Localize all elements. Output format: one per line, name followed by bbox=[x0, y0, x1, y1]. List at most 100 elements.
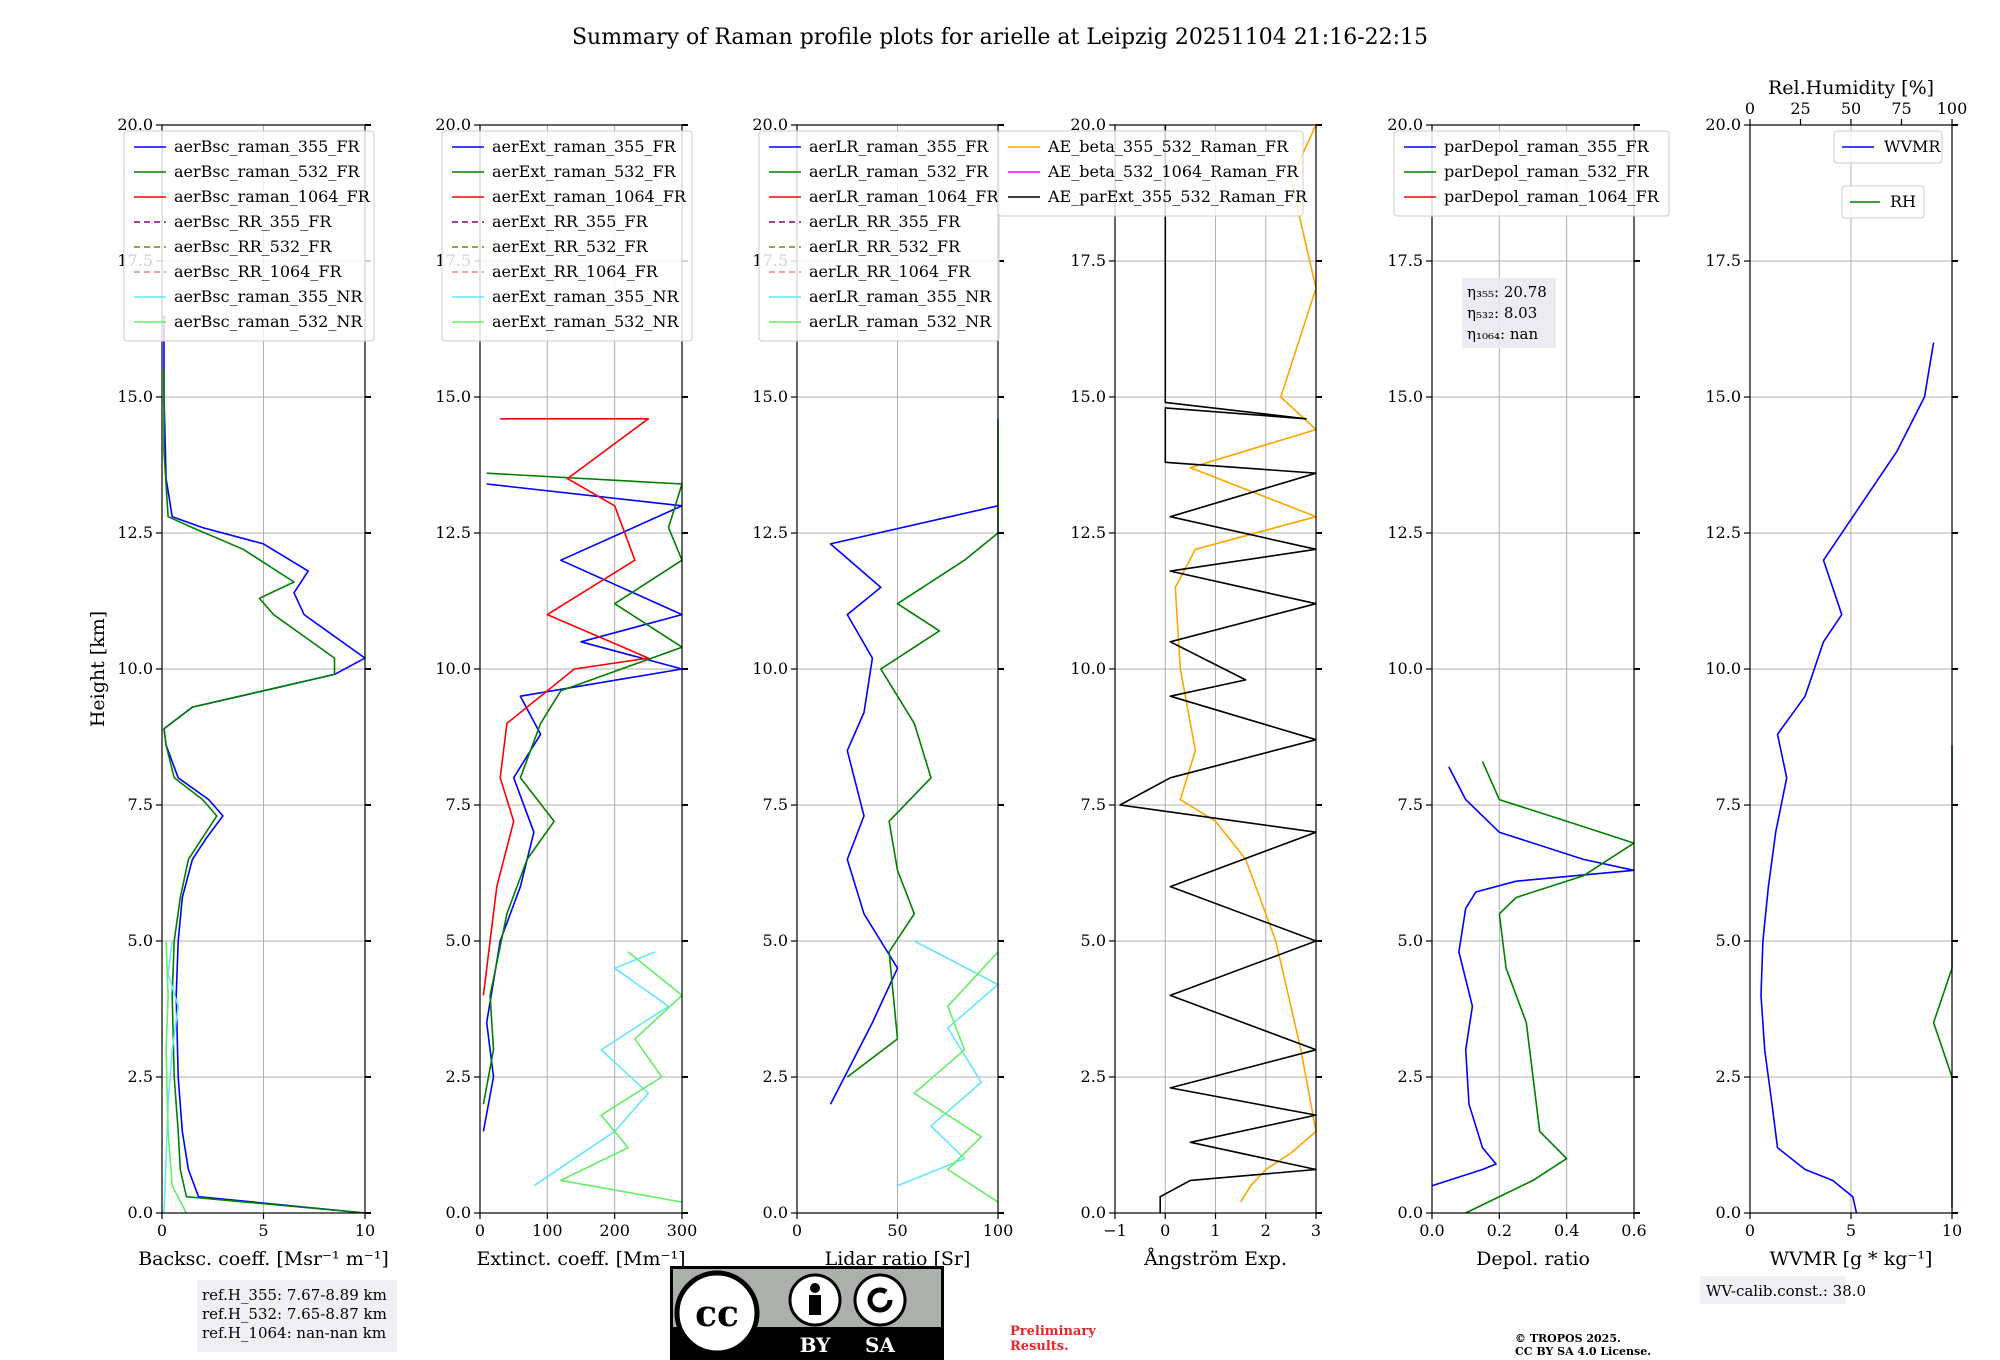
x2-tick-label: 100 bbox=[1937, 99, 1968, 118]
y-tick-label: 12.5 bbox=[435, 523, 471, 542]
y-tick-label: 20.0 bbox=[1705, 115, 1741, 134]
y-tick-label: 10.0 bbox=[1387, 659, 1423, 678]
y-tick-label: 10.0 bbox=[117, 659, 153, 678]
panel-ext: 0.02.55.07.510.012.515.017.520.001002003… bbox=[435, 115, 697, 1270]
legend-label: AE_beta_355_532_Raman_FR bbox=[1047, 137, 1289, 156]
y-axis-label: Height [km] bbox=[87, 611, 109, 727]
x-axis-label: Depol. ratio bbox=[1476, 1248, 1590, 1270]
legend-label: aerExt_raman_532_FR bbox=[492, 162, 677, 181]
legend-label: aerExt_raman_355_FR bbox=[492, 137, 677, 156]
y-tick-label: 2.5 bbox=[446, 1067, 471, 1086]
by-person-body bbox=[809, 1295, 821, 1315]
y-tick-label: 7.5 bbox=[128, 795, 153, 814]
legend-label: aerExt_raman_532_NR bbox=[492, 312, 680, 331]
y-tick-label: 2.5 bbox=[1716, 1067, 1741, 1086]
copyright-line1: © TROPOS 2025. bbox=[1515, 1332, 1621, 1345]
x2-tick-label: 75 bbox=[1891, 99, 1911, 118]
x2-axis-label: Rel.Humidity [%] bbox=[1768, 77, 1934, 99]
legend-box bbox=[1393, 130, 1670, 217]
legend-label: aerBsc_RR_532_FR bbox=[174, 237, 332, 256]
legend-box bbox=[123, 130, 375, 342]
legend-label: aerExt_RR_1064_FR bbox=[492, 262, 659, 281]
legend-label: aerBsc_RR_1064_FR bbox=[174, 262, 343, 281]
legend-box bbox=[1833, 130, 1943, 164]
x-axis-label: Extinct. coeff. [Mm⁻¹] bbox=[476, 1248, 685, 1270]
legend-label: aerBsc_RR_355_FR bbox=[174, 212, 332, 231]
y-tick-label: 0.0 bbox=[128, 1203, 153, 1222]
series-aerLR_raman_532_NR bbox=[913, 951, 999, 1203]
y-tick-label: 7.5 bbox=[446, 795, 471, 814]
y-tick-label: 0.0 bbox=[763, 1203, 788, 1222]
preliminary-note-line2: Results. bbox=[1010, 1339, 1069, 1354]
x-tick-label: 200 bbox=[599, 1221, 630, 1240]
legend-label: aerBsc_raman_355_NR bbox=[174, 287, 363, 306]
legend-label: aerExt_raman_1064_FR bbox=[492, 187, 687, 206]
x-tick-label: 0.0 bbox=[1419, 1221, 1444, 1240]
y-tick-label: 2.5 bbox=[1398, 1067, 1423, 1086]
by-label: BY bbox=[800, 1333, 832, 1357]
annotation-text: ref.H_355: 7.67-8.89 km bbox=[202, 1286, 387, 1304]
y-tick-label: 2.5 bbox=[763, 1067, 788, 1086]
wv-calib-box: WV-calib.const.: 38.0 bbox=[1700, 1276, 1866, 1304]
x-tick-label: 0 bbox=[475, 1221, 485, 1240]
sa-share-icon bbox=[853, 1273, 907, 1327]
y-tick-label: 20.0 bbox=[1070, 115, 1106, 134]
legend-label: aerExt_RR_532_FR bbox=[492, 237, 649, 256]
y-tick-label: 2.5 bbox=[128, 1067, 153, 1086]
series-aerBsc_raman_532_FR bbox=[163, 369, 366, 1214]
y-tick-label: 17.5 bbox=[1070, 251, 1106, 270]
y-tick-label: 12.5 bbox=[117, 523, 153, 542]
y-tick-label: 10.0 bbox=[435, 659, 471, 678]
legend-box bbox=[1841, 185, 1925, 219]
legend-label: aerLR_RR_532_FR bbox=[809, 237, 961, 256]
legend-label: aerLR_raman_532_NR bbox=[809, 312, 992, 331]
legend-label: AE_beta_532_1064_Raman_FR bbox=[1047, 162, 1299, 181]
annotation-text: ref.H_532: 7.65-8.87 km bbox=[202, 1305, 387, 1323]
sa-label: SA bbox=[865, 1333, 895, 1357]
y-tick-label: 15.0 bbox=[752, 387, 788, 406]
x-tick-label: 100 bbox=[983, 1221, 1014, 1240]
legend-label: AE_parExt_355_532_Raman_FR bbox=[1047, 187, 1308, 206]
series-aerExt_raman_1064_FR bbox=[482, 417, 650, 996]
legend-label: parDepol_raman_532_FR bbox=[1444, 162, 1650, 181]
panel-wv: 0.02.55.07.510.012.515.017.520.00 5 10WVMR… bbox=[1700, 77, 1967, 1304]
legend-box bbox=[441, 130, 693, 342]
sa-share-arrow bbox=[867, 1287, 893, 1313]
x-tick-label: 2 bbox=[1261, 1221, 1271, 1240]
y-tick-label: 5.0 bbox=[128, 931, 153, 950]
x-tick-label: 5 bbox=[1846, 1221, 1856, 1240]
y-tick-label: 15.0 bbox=[1705, 387, 1741, 406]
y-tick-label: 20.0 bbox=[1387, 115, 1423, 134]
legend-rh: RH bbox=[1841, 185, 1925, 219]
plots-area: 0.02.55.07.510.012.515.017.520.00510Back… bbox=[87, 77, 1967, 1352]
y-tick-label: 15.0 bbox=[435, 387, 471, 406]
y-tick-label: 5.0 bbox=[446, 931, 471, 950]
x-tick-label: 0.4 bbox=[1554, 1221, 1579, 1240]
y-tick-label: 5.0 bbox=[1081, 931, 1106, 950]
annotation-box bbox=[197, 1280, 397, 1352]
panel-ae: 0.0 2.5 5.0 7.5 10.0 12.5 15.0 17.5 20.0 −1 0 1 2 3 Ån… bbox=[997, 115, 1322, 1270]
y-tick-label: 0.0 bbox=[1081, 1203, 1106, 1222]
legend-box bbox=[997, 130, 1304, 217]
x2-tick-label: 50 bbox=[1841, 99, 1861, 118]
x-tick-label: 0 bbox=[1160, 1221, 1170, 1240]
y-tick-label: 10.0 bbox=[1705, 659, 1741, 678]
y-tick-label: 0.0 bbox=[1716, 1203, 1741, 1222]
y-tick-label: 10.0 bbox=[752, 659, 788, 678]
annotation-text: η₅₃₂: 8.03 bbox=[1467, 304, 1537, 322]
legend-label: WVMR bbox=[1884, 137, 1941, 156]
annotation-box bbox=[1462, 278, 1556, 348]
eta-box: η₃₅₅: 20.78 η₅₃₂: 8.03 η₁₀₆₄: nan bbox=[1462, 278, 1556, 348]
x-tick-label: −1 bbox=[1103, 1221, 1127, 1240]
y-tick-label: 0.0 bbox=[1398, 1203, 1423, 1222]
x-tick-label: 0.2 bbox=[1487, 1221, 1512, 1240]
x2-tick-label: 0 bbox=[1745, 99, 1755, 118]
legend-label: aerLR_RR_355_FR bbox=[809, 212, 961, 231]
y-tick-label: 10.0 bbox=[1070, 659, 1106, 678]
y-tick-label: 15.0 bbox=[1070, 387, 1106, 406]
y-tick-label: 15.0 bbox=[1387, 387, 1423, 406]
annotation-text: η₁₀₆₄: nan bbox=[1467, 325, 1538, 343]
x-tick-label: 0 bbox=[1745, 1221, 1755, 1240]
